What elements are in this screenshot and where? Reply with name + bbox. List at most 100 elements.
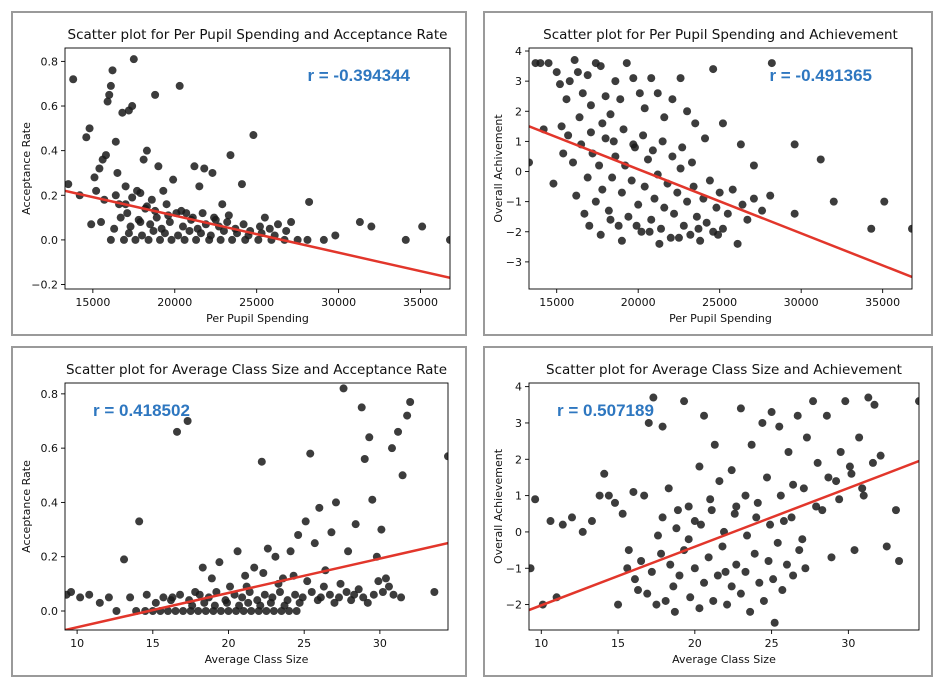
data-point — [606, 110, 615, 119]
data-point — [171, 607, 180, 615]
data-point — [163, 607, 172, 615]
data-point — [829, 197, 838, 206]
data-point — [151, 598, 160, 607]
data-point — [696, 236, 705, 245]
data-point — [273, 220, 282, 229]
data-point — [789, 480, 798, 489]
data-point — [216, 235, 225, 244]
data-point — [802, 433, 811, 442]
scatter-plot-classsize-acceptance: Scatter plot for Average Class Size and … — [20, 362, 449, 666]
data-point — [736, 140, 745, 149]
y-tick-label: 1 — [515, 490, 522, 503]
data-point — [614, 221, 623, 230]
data-point — [369, 590, 378, 599]
data-point — [634, 586, 643, 595]
data-point — [294, 531, 303, 539]
data-point — [549, 179, 558, 188]
data-point — [660, 203, 669, 212]
data-point — [557, 122, 566, 131]
data-point — [700, 578, 709, 587]
data-point — [610, 498, 619, 507]
data-point — [649, 393, 658, 402]
data-point — [600, 469, 609, 478]
chart-panel-classsize-achievement: Scatter plot for Average Class Size and … — [483, 346, 933, 677]
data-point — [342, 588, 351, 596]
data-point — [795, 546, 804, 555]
data-point — [604, 491, 613, 500]
data-point — [749, 194, 758, 203]
y-tick-label: 0.6 — [41, 442, 59, 455]
data-point — [732, 502, 741, 511]
data-point — [85, 590, 94, 599]
data-point — [368, 495, 377, 504]
data-point — [676, 74, 685, 83]
data-point — [799, 484, 808, 493]
y-tick-label: −3 — [506, 256, 522, 269]
x-tick-label: 25000 — [239, 296, 274, 309]
x-tick-label: 20 — [221, 637, 235, 650]
data-point — [198, 563, 207, 572]
data-point — [238, 593, 247, 602]
data-point — [686, 593, 695, 602]
y-tick-label: 0 — [515, 166, 522, 179]
data-point — [639, 131, 648, 140]
data-point — [723, 209, 732, 218]
data-point — [259, 569, 268, 577]
data-point — [629, 487, 638, 496]
data-point — [228, 235, 237, 244]
data-point — [601, 134, 610, 143]
data-point — [301, 517, 310, 526]
data-point — [652, 600, 661, 609]
data-point — [824, 473, 833, 482]
data-point — [206, 231, 215, 240]
data-point — [876, 451, 885, 460]
data-point — [611, 77, 620, 86]
data-point — [398, 471, 407, 480]
data-point — [118, 108, 127, 117]
data-point — [859, 491, 868, 500]
data-point — [239, 220, 248, 229]
data-point — [173, 427, 182, 436]
data-point — [596, 230, 605, 239]
data-point — [758, 418, 767, 427]
data-point — [710, 440, 719, 449]
data-point — [295, 598, 304, 607]
y-tick-label: −2 — [506, 599, 522, 612]
data-point — [738, 200, 747, 209]
data-point — [160, 229, 169, 238]
data-point — [827, 553, 836, 562]
data-point — [718, 224, 727, 233]
x-tick-label: 20 — [688, 637, 702, 650]
data-point — [374, 577, 383, 586]
data-point — [701, 134, 710, 143]
data-point — [108, 66, 117, 75]
data-point — [564, 131, 573, 140]
data-point — [95, 164, 104, 173]
chart-title: Scatter plot for Per Pupil Spending and … — [68, 27, 448, 43]
y-tick-label: 0.0 — [41, 605, 59, 618]
data-point — [208, 168, 217, 177]
data-point — [430, 588, 439, 596]
data-point — [339, 384, 348, 393]
data-point — [211, 215, 220, 224]
data-point — [868, 458, 877, 467]
data-point — [813, 458, 822, 467]
data-point — [250, 563, 259, 572]
data-point — [586, 128, 595, 137]
data-point — [162, 200, 171, 209]
y-tick-label: 4 — [515, 45, 522, 58]
data-point — [675, 571, 684, 580]
chart-panel-spending-acceptance: Scatter plot for Per Pupil Spending and … — [11, 11, 467, 336]
data-point — [144, 235, 153, 244]
data-point — [769, 575, 778, 584]
y-axis-label: Overall Achivement — [492, 114, 505, 223]
data-point — [617, 188, 626, 197]
data-point — [673, 188, 682, 197]
data-point — [159, 186, 168, 195]
data-point — [867, 224, 876, 233]
data-point — [260, 213, 269, 222]
data-point — [128, 193, 137, 202]
data-point — [292, 607, 301, 615]
data-point — [686, 230, 695, 239]
data-point — [200, 164, 209, 173]
